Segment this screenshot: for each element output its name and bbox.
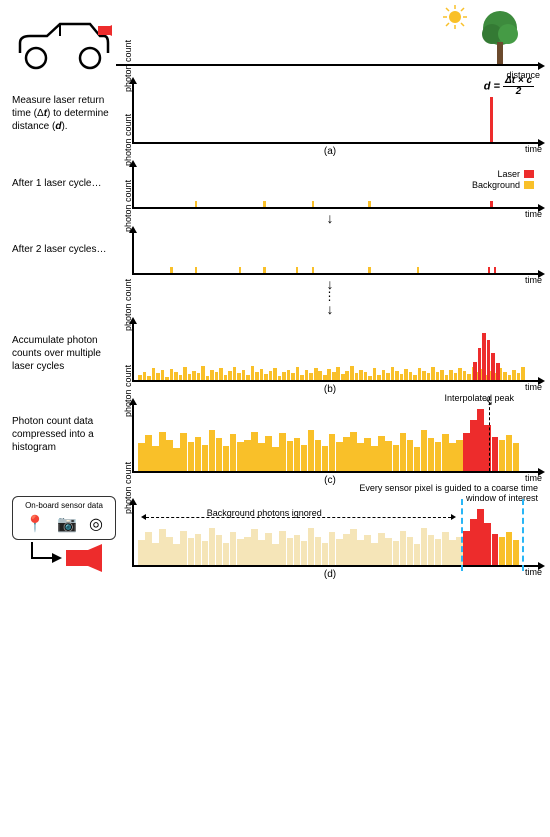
panel-c-row: Photon count data compressed into a hist… — [12, 405, 538, 490]
plot-c: photon count time ↘ — [132, 405, 538, 473]
sensor-box: On-board sensor data 📍 📷 ◎ — [12, 496, 116, 540]
arrow-down-icon: ↓ — [122, 211, 538, 225]
panel-b3-desc: Accumulate photon counts over multiple l… — [12, 324, 122, 373]
panel-b1-desc: After 1 laser cycle… — [12, 167, 122, 190]
panel-b2-row: After 2 laser cycles… photon count time … — [12, 233, 538, 318]
car — [12, 18, 112, 78]
plot-b2: photon count time — [132, 233, 538, 275]
plot-b3: photon count time — [132, 324, 538, 382]
camera-icon: 📷 — [57, 515, 77, 536]
gauge-icon: ◎ — [89, 515, 103, 536]
scene-row: distance — [12, 8, 538, 78]
plot-a: photon count time d = Δt × c2 — [132, 84, 538, 144]
sun-icon — [442, 4, 468, 30]
plot-b1: photon count time Laser Background — [132, 167, 538, 209]
window-label: Every sensor pixel is guided to a coarse… — [348, 483, 538, 503]
panel-a-row: Measure laser return time (Δt) to determ… — [12, 84, 538, 161]
pin-icon: 📍 — [25, 515, 45, 536]
panel-d-row: On-board sensor data 📍 📷 ◎ Every sensor … — [12, 496, 538, 584]
formula: d = Δt × c2 — [484, 76, 534, 97]
arrow-down-icon: ↓ — [122, 302, 538, 316]
legend: Laser Background — [472, 169, 534, 191]
tree-icon — [480, 10, 520, 66]
sub-d: (d) — [122, 569, 538, 580]
panel-b3-row: Accumulate photon counts over multiple l… — [12, 324, 538, 399]
interp-label: Interpolated peak — [444, 393, 514, 403]
flow-arrow-icon — [12, 540, 112, 580]
distance-axis: distance — [116, 8, 538, 78]
plot-d: photon count time Background photons ign… — [132, 505, 538, 567]
panel-a-desc: Measure laser return time (Δt) to determ… — [12, 84, 122, 133]
sub-a: (a) — [122, 146, 538, 157]
panel-b1-row: After 1 laser cycle… photon count time L… — [12, 167, 538, 227]
ellipsis-icon: ⋮ — [122, 293, 538, 300]
panel-b2-desc: After 2 laser cycles… — [12, 233, 122, 256]
panel-c-desc: Photon count data compressed into a hist… — [12, 405, 122, 454]
